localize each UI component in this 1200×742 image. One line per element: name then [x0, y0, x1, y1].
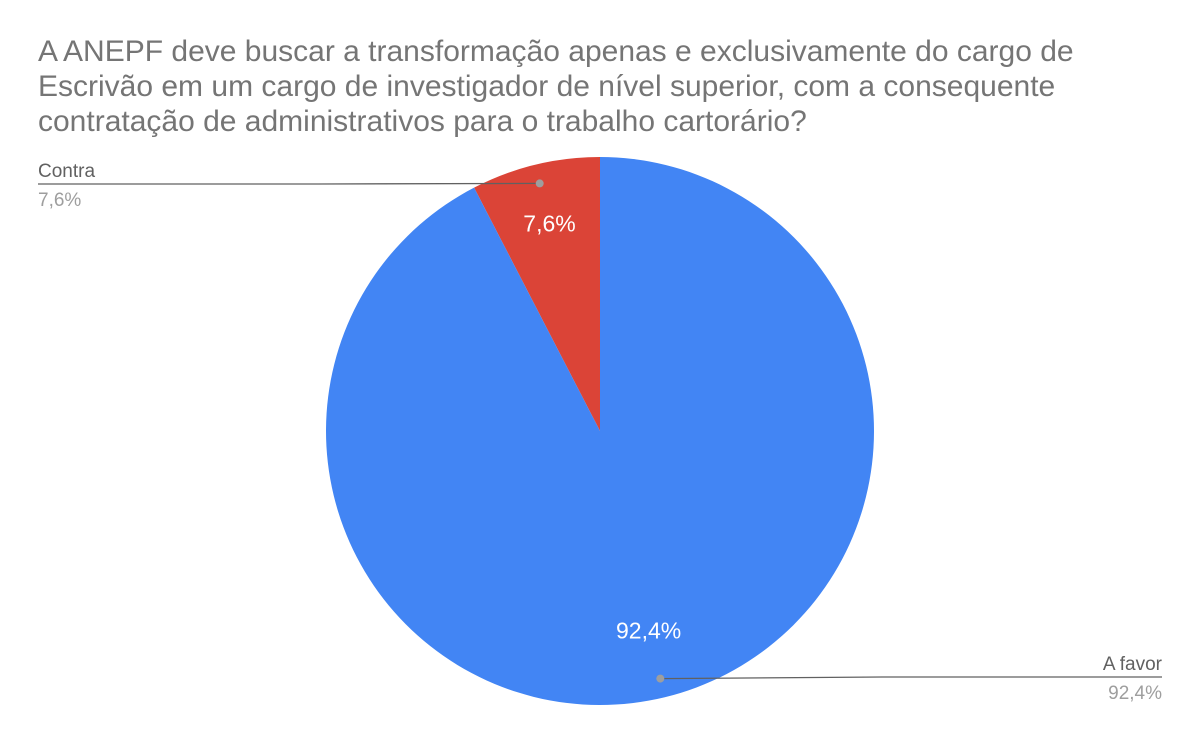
callout-anchor-dot [535, 179, 544, 188]
callout-name: Contra [38, 161, 95, 182]
callout-value: 7,6% [38, 190, 81, 211]
callout-value: 92,4% [1108, 683, 1162, 704]
pie-slices [326, 157, 875, 705]
chart-title-line: Escrivão em um cargo de investigador de … [38, 70, 1055, 103]
slice-labels: 7,6% 92,4% [523, 210, 681, 643]
chart-title-line: contratação de administrativos para o tr… [38, 105, 807, 138]
callout-anchor-dot [656, 674, 665, 683]
pie-slice-a-favor [326, 157, 875, 705]
callout-leader-line [660, 676, 1162, 680]
callout-leader-line [38, 182, 540, 185]
callouts: Contra 7,6% A favor 92,4% [38, 161, 1163, 704]
chart-title-line: A ANEPF deve buscar a transformação apen… [38, 35, 1074, 68]
callout-name: A favor [1103, 654, 1163, 675]
chart-title: A ANEPF deve buscar a transformação apen… [38, 35, 1074, 138]
slice-percent-label: 92,4% [616, 618, 681, 644]
slice-percent-label: 7,6% [523, 210, 575, 236]
pie-slice-contra [474, 157, 600, 431]
